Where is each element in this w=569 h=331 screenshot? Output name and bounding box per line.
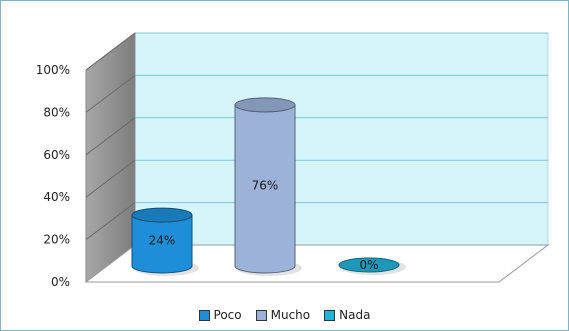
- gridline-side: [85, 117, 136, 156]
- y-tick-label: 0%: [51, 275, 70, 289]
- bar-nada: 0%: [338, 257, 406, 275]
- bar-top-poco: [131, 207, 193, 223]
- gridline-side: [85, 75, 136, 113]
- legend-label-mucho: Mucho: [270, 308, 311, 322]
- legend-label-nada: Nada: [339, 308, 371, 322]
- legend-item-mucho: Mucho: [255, 308, 311, 322]
- legend-item-poco: Poco: [198, 308, 242, 322]
- y-tick-label: 40%: [43, 190, 70, 204]
- gridline-side: [85, 32, 136, 71]
- legend-label-poco: Poco: [213, 308, 242, 322]
- y-tick-label: 20%: [43, 233, 70, 247]
- legend-swatch-mucho: [255, 309, 267, 321]
- legend-swatch-poco: [198, 309, 210, 321]
- legend-swatch-nada: [324, 309, 336, 321]
- data-label-mucho: 76%: [252, 178, 279, 192]
- bar-top-nada: [338, 257, 400, 273]
- chart-side-wall: [85, 31, 136, 284]
- chart-floor: [84, 244, 550, 283]
- gridline-side: [85, 159, 136, 198]
- data-label-nada: 0%: [359, 258, 378, 272]
- bar-top-mucho: [234, 97, 296, 113]
- bar-poco: 24%: [131, 207, 199, 276]
- chart-back-wall: [134, 32, 549, 246]
- chart-legend: Poco Mucho Nada: [0, 308, 569, 322]
- y-tick-label: 80%: [43, 105, 70, 119]
- gridline-side: [85, 202, 136, 240]
- y-tick-label: 60%: [43, 148, 70, 162]
- bar-mucho: 76%: [234, 97, 302, 276]
- y-tick-label: 100%: [36, 63, 70, 77]
- legend-item-nada: Nada: [324, 308, 370, 322]
- data-label-poco: 24%: [149, 234, 176, 248]
